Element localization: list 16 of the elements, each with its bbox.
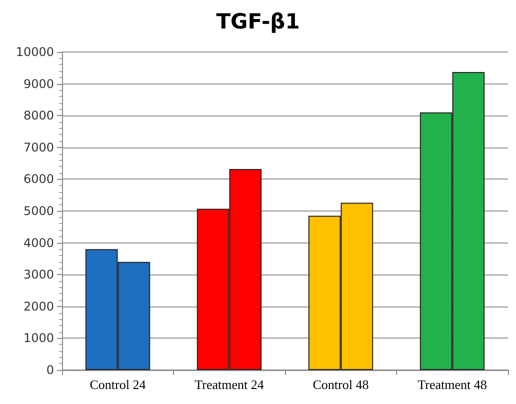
y-tick-label: 8000	[23, 108, 54, 123]
x-tick-label: Control 48	[312, 377, 369, 392]
y-tick-label: 7000	[23, 140, 54, 154]
x-tick-label: Control 24	[90, 377, 146, 392]
x-tick-label: Treatment 48	[418, 377, 487, 392]
y-tick-label: 9000	[23, 76, 54, 91]
y-tick-label: 0	[46, 363, 54, 377]
chart-title: TGF-β1	[216, 10, 300, 34]
y-tick-label: 2000	[23, 299, 54, 314]
y-tick-label: 4000	[23, 236, 54, 250]
y-tick-label: 1000	[23, 331, 54, 346]
y-tick-label: 3000	[23, 268, 54, 282]
y-tick-label: 6000	[23, 172, 54, 186]
x-tick-label: Treatment 24	[194, 377, 264, 392]
y-tick-label: 5000	[23, 204, 54, 218]
y-tick-label: 10000	[16, 45, 54, 59]
